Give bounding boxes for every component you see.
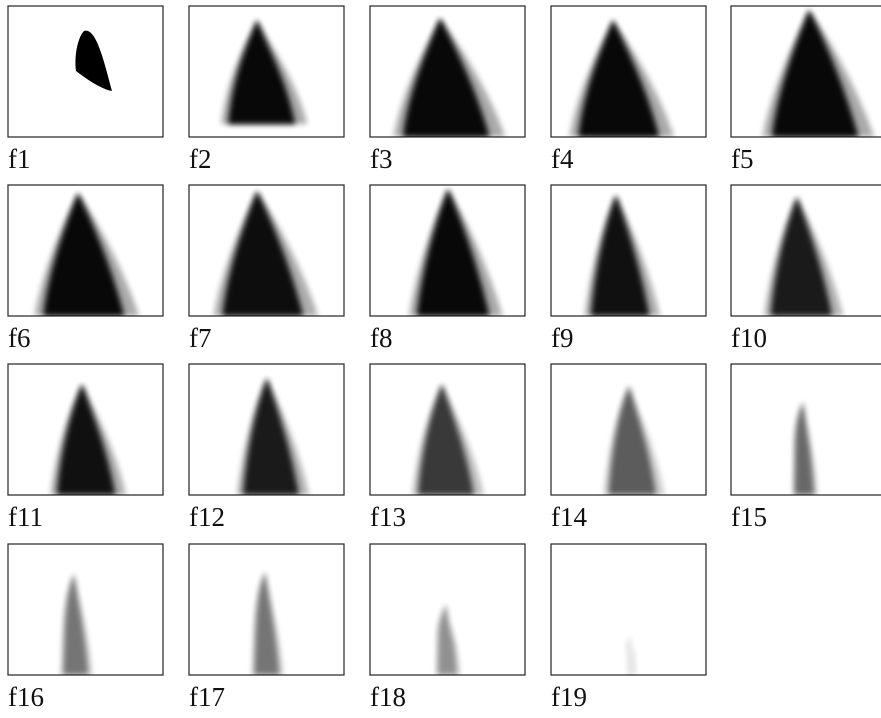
frame-image xyxy=(34,193,139,316)
flame-core xyxy=(228,20,296,124)
frame-panel xyxy=(730,184,881,317)
frame-image xyxy=(221,20,308,124)
flame-core xyxy=(243,378,299,495)
frame-image xyxy=(213,191,318,316)
frame-label: f3 xyxy=(370,144,393,174)
frame-label: f10 xyxy=(731,323,767,353)
flame-core xyxy=(63,574,89,675)
frame-image xyxy=(60,574,93,675)
flame-blob xyxy=(75,30,112,91)
frame-panel xyxy=(730,363,881,496)
frame-label: f16 xyxy=(8,682,44,712)
flame-core xyxy=(590,195,650,316)
frame-image xyxy=(603,386,665,495)
flame-core xyxy=(578,20,660,137)
frame-image xyxy=(412,384,484,495)
frame-label: f14 xyxy=(551,502,587,532)
frame-panel xyxy=(550,5,707,138)
frame-image xyxy=(625,634,636,675)
flame-core xyxy=(771,10,859,137)
frame-panel xyxy=(188,5,345,138)
frame-panel xyxy=(369,363,526,496)
frame-label: f8 xyxy=(370,323,393,353)
flame-core xyxy=(56,384,116,495)
frame-panel xyxy=(188,363,345,496)
flame-core xyxy=(608,386,657,495)
frame-label: f4 xyxy=(551,144,574,174)
frame-panel xyxy=(7,543,164,676)
frame-label: f17 xyxy=(189,682,225,712)
frame-label: f15 xyxy=(731,502,767,532)
frame-image xyxy=(792,402,818,495)
frame-label: f5 xyxy=(731,144,754,174)
frame-panel xyxy=(7,5,164,138)
frame-panel xyxy=(550,363,707,496)
frame-image xyxy=(237,378,309,495)
frame-label: f2 xyxy=(189,144,212,174)
frame-image xyxy=(764,197,844,316)
frame-label: f9 xyxy=(551,323,574,353)
frame-panel xyxy=(188,184,345,317)
frame-panel xyxy=(730,5,881,138)
flame-core xyxy=(625,634,636,675)
frame-panel xyxy=(188,543,345,676)
frame-panel xyxy=(7,363,164,496)
frame-image xyxy=(251,572,284,675)
flame-core xyxy=(43,193,125,316)
flame-core xyxy=(794,402,815,495)
frame-panel xyxy=(369,543,526,676)
frame-image xyxy=(762,10,875,137)
frame-panel xyxy=(369,5,526,138)
frame-label: f19 xyxy=(551,682,587,712)
frame-image xyxy=(409,189,503,316)
flame-core xyxy=(437,604,458,675)
frame-label: f1 xyxy=(8,144,31,174)
frame-panel xyxy=(550,543,707,676)
flame-core xyxy=(770,197,833,316)
frame-image xyxy=(584,195,661,316)
frame-label: f13 xyxy=(370,502,406,532)
frame-image xyxy=(569,20,674,137)
frame-panel xyxy=(550,184,707,317)
frame-label: f12 xyxy=(189,502,225,532)
flame-core xyxy=(416,189,490,316)
flame-core xyxy=(222,191,304,316)
frame-label: f7 xyxy=(189,323,212,353)
frame-panel xyxy=(369,184,526,317)
flame-core xyxy=(402,18,490,137)
frame-label: f18 xyxy=(370,682,406,712)
frame-image xyxy=(393,18,506,137)
flame-core xyxy=(418,384,474,495)
flame-core xyxy=(254,572,280,675)
frame-label: f6 xyxy=(8,323,31,353)
frame-image xyxy=(50,384,127,495)
frame-image xyxy=(435,604,461,675)
frame-panel xyxy=(7,184,164,317)
frame-image xyxy=(75,30,112,91)
frame-label: f11 xyxy=(8,502,43,532)
